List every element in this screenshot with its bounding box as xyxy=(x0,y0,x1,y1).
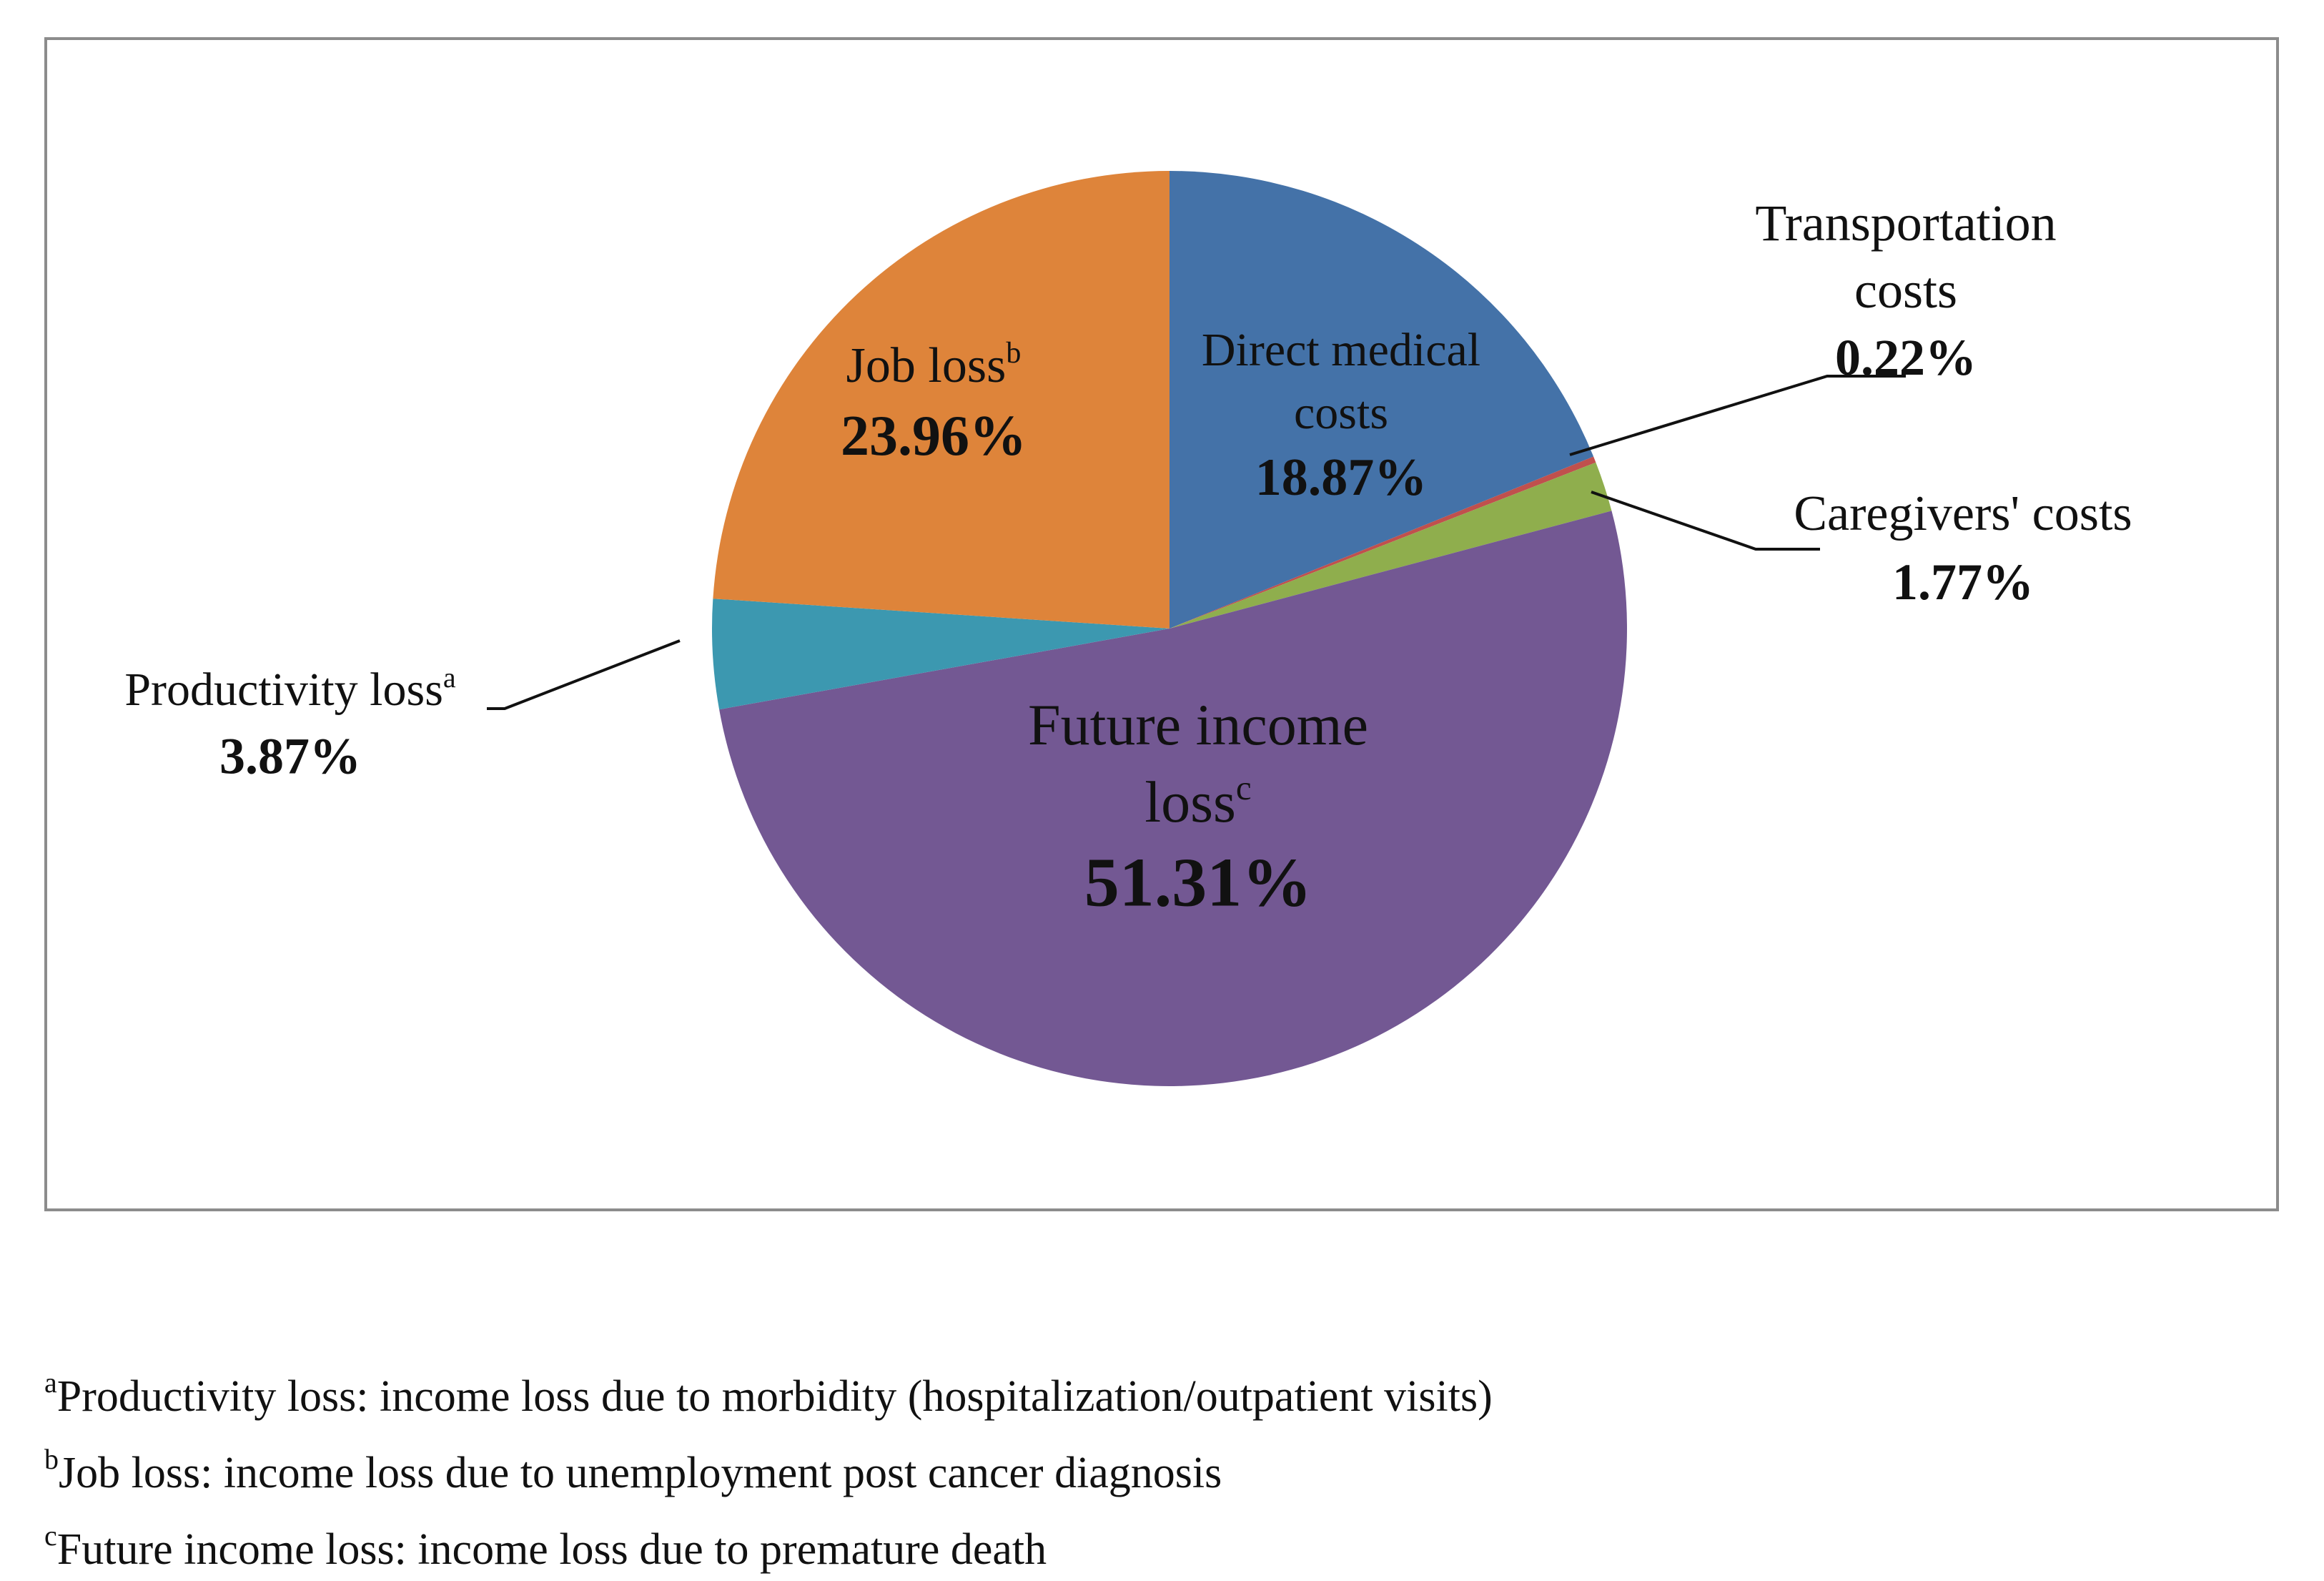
slice-label-transportation-costs: Transportation xyxy=(1755,194,2056,252)
footnote-mark: a xyxy=(44,1366,57,1399)
slice-value-transportation-costs: 0.22% xyxy=(1835,329,1977,386)
slice-value-future-income-loss: 51.31% xyxy=(1084,844,1312,922)
pie-slice-transportation-costs xyxy=(1170,456,1596,629)
slice-label-direct-medical-costs: costs xyxy=(1294,387,1388,439)
footnotes: aProductivity loss: income loss due to m… xyxy=(44,1351,1493,1581)
footnote-text: Future income loss: income loss due to p… xyxy=(56,1525,1047,1574)
footnote-mark: b xyxy=(1006,337,1021,370)
leader-line-caregivers-costs xyxy=(1591,491,1820,551)
footnote-text: Productivity loss: income loss due to mo… xyxy=(56,1372,1493,1421)
slice-label-caregivers-costs: Caregivers' costs xyxy=(1794,486,2132,541)
slice-label-job-loss: Job lossb xyxy=(846,337,1022,393)
slice-value-direct-medical-costs: 18.87% xyxy=(1255,448,1428,507)
slice-value-caregivers-costs: 1.77% xyxy=(1892,553,2034,611)
slice-label-transportation-costs: costs xyxy=(1854,262,1957,319)
leader-line-transportation-costs xyxy=(1569,375,1906,456)
chart-frame: Direct medical costs 18.87% Transportation c… xyxy=(44,37,2279,1211)
footnote-b: bJob loss: income loss due to unemployme… xyxy=(44,1428,1493,1504)
slice-value-productivity-loss: 3.87% xyxy=(219,728,361,785)
footnote-mark: c xyxy=(44,1520,57,1552)
pie-slice-future-income-loss xyxy=(719,511,1627,1086)
footnote-text: Job loss: income loss due to unemploymen… xyxy=(59,1449,1222,1497)
slice-value-job-loss: 23.96% xyxy=(841,405,1027,468)
slice-label-productivity-loss: Productivity lossa xyxy=(124,661,456,716)
footnote-mark: c xyxy=(1236,768,1252,807)
footnote-mark: b xyxy=(44,1443,59,1475)
footnote-c: cFuture income loss: income loss due to … xyxy=(44,1504,1493,1581)
slice-label-future-income-loss: Future income xyxy=(1028,692,1368,757)
pie-chart: Direct medical costs 18.87% Transportation c… xyxy=(124,171,2132,1086)
pie-slice-job-loss xyxy=(713,171,1170,629)
pie-slice-caregivers-costs xyxy=(1170,462,1612,629)
slice-label-direct-medical-costs: Direct medical xyxy=(1202,324,1480,376)
leader-line-productivity-loss xyxy=(487,639,681,710)
footnote-mark: a xyxy=(443,661,456,694)
pie-slice-productivity-loss xyxy=(712,599,1170,710)
slice-label-future-income-loss: lossc xyxy=(1144,768,1251,834)
pie-slice-direct-medical-costs xyxy=(1170,171,1594,629)
footnote-a: aProductivity loss: income loss due to m… xyxy=(44,1351,1493,1428)
